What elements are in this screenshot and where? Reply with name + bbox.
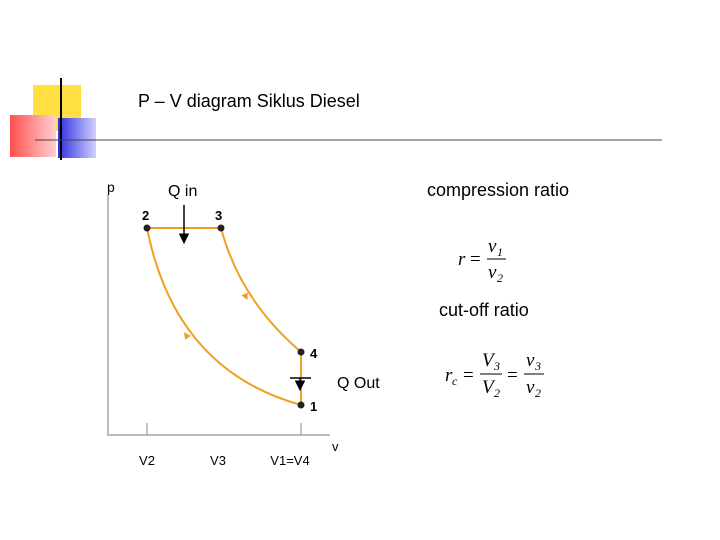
formula-numerator: v [488, 236, 497, 257]
formula-denominator: v [526, 377, 535, 398]
formula-subscript: 3 [534, 359, 541, 373]
formula-equals: = [463, 365, 474, 386]
formula-equals: = [507, 365, 518, 386]
heat-out-label: Q Out [337, 375, 380, 392]
state-point [297, 401, 305, 409]
formula-numerator: v [526, 350, 535, 371]
formula-symbol: r [445, 365, 453, 386]
title: P – V diagram Siklus Diesel [138, 91, 360, 111]
formula-subscript: 2 [497, 271, 503, 285]
heat-in-label: Q in [168, 183, 197, 200]
point-label: 2 [142, 208, 149, 223]
y-axis-label: p [107, 179, 115, 195]
formula-subscript: 1 [497, 245, 503, 259]
deco-square [58, 118, 96, 158]
point-label: 3 [215, 208, 222, 223]
formula-subscript: 3 [493, 359, 500, 373]
formula-denominator: v [488, 262, 497, 283]
formula-symbol: r [458, 249, 466, 270]
volume-label: V2 [139, 453, 155, 468]
x-axis-label: v [332, 439, 339, 454]
deco-square [10, 115, 56, 157]
formula-subscript: 2 [494, 386, 500, 400]
process-line [220, 227, 302, 353]
volume-label: V3 [210, 453, 226, 468]
volume-label: V1=V4 [270, 453, 309, 468]
state-point [217, 224, 225, 232]
state-point [143, 224, 151, 232]
formula-subscript: c [452, 374, 458, 388]
process-line [146, 227, 302, 406]
formula-subscript: 2 [535, 386, 541, 400]
cutoff-caption: cut-off ratio [439, 300, 529, 320]
state-point [297, 348, 305, 356]
compression-caption: compression ratio [427, 180, 569, 200]
formula-numerator: V [482, 350, 496, 371]
point-label: 4 [310, 346, 318, 361]
point-label: 1 [310, 399, 317, 414]
formula-denominator: V [482, 377, 496, 398]
formula-equals: = [470, 249, 481, 270]
